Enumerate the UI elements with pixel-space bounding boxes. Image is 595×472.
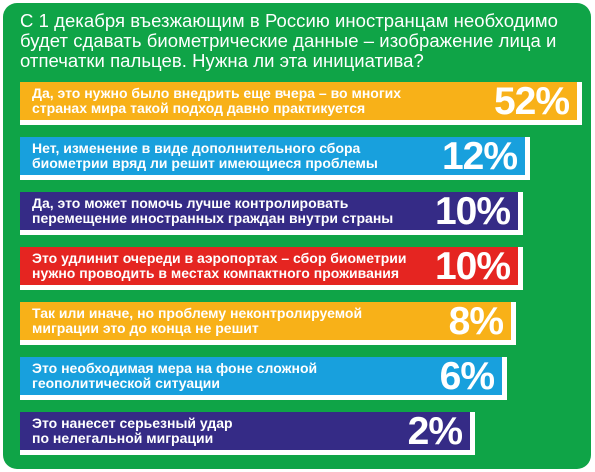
poll-question-title: С 1 декабря въезжающим в Россию иностран… xyxy=(20,10,558,71)
bar-label: Это нанесет серьезный удар по нелегально… xyxy=(32,415,233,446)
bar-label: Это удлинит очереди в аэропортах – сбор … xyxy=(32,250,407,281)
bar-label: Нет, изменение в виде дополнительного сб… xyxy=(32,140,378,171)
bar-value-label: 2% xyxy=(407,410,463,453)
bar-label: Да, это может помочь лучше контролироват… xyxy=(32,195,394,226)
bar-1: Да, это нужно было внедрить еще вчера – … xyxy=(20,82,582,125)
bar-label: Да, это нужно было внедрить еще вчера – … xyxy=(32,85,402,116)
bar-7: Это нанесет серьезный удар по нелегально… xyxy=(20,412,475,455)
bar-value-label: 10% xyxy=(434,245,511,288)
bar-6: Это необходимая мера на фоне сложной гео… xyxy=(20,357,507,400)
bar-label: Так или иначе, но проблему неконтролируе… xyxy=(32,305,363,336)
bar-2: Нет, изменение в виде дополнительного сб… xyxy=(20,137,530,180)
poll-panel: С 1 декабря въезжающим в Россию иностран… xyxy=(3,3,591,469)
bar-value-label: 10% xyxy=(434,190,511,233)
bar-label: Это необходимая мера на фоне сложной гео… xyxy=(32,360,318,391)
bar-5: Так или иначе, но проблему неконтролируе… xyxy=(20,302,516,345)
bar-3: Да, это может помочь лучше контролироват… xyxy=(20,192,523,235)
bar-value-label: 8% xyxy=(448,300,504,343)
bar-4: Это удлинит очереди в аэропортах – сбор … xyxy=(20,247,523,290)
bar-value-label: 52% xyxy=(493,80,570,123)
bar-value-label: 12% xyxy=(441,135,518,178)
bar-value-label: 6% xyxy=(439,355,495,398)
